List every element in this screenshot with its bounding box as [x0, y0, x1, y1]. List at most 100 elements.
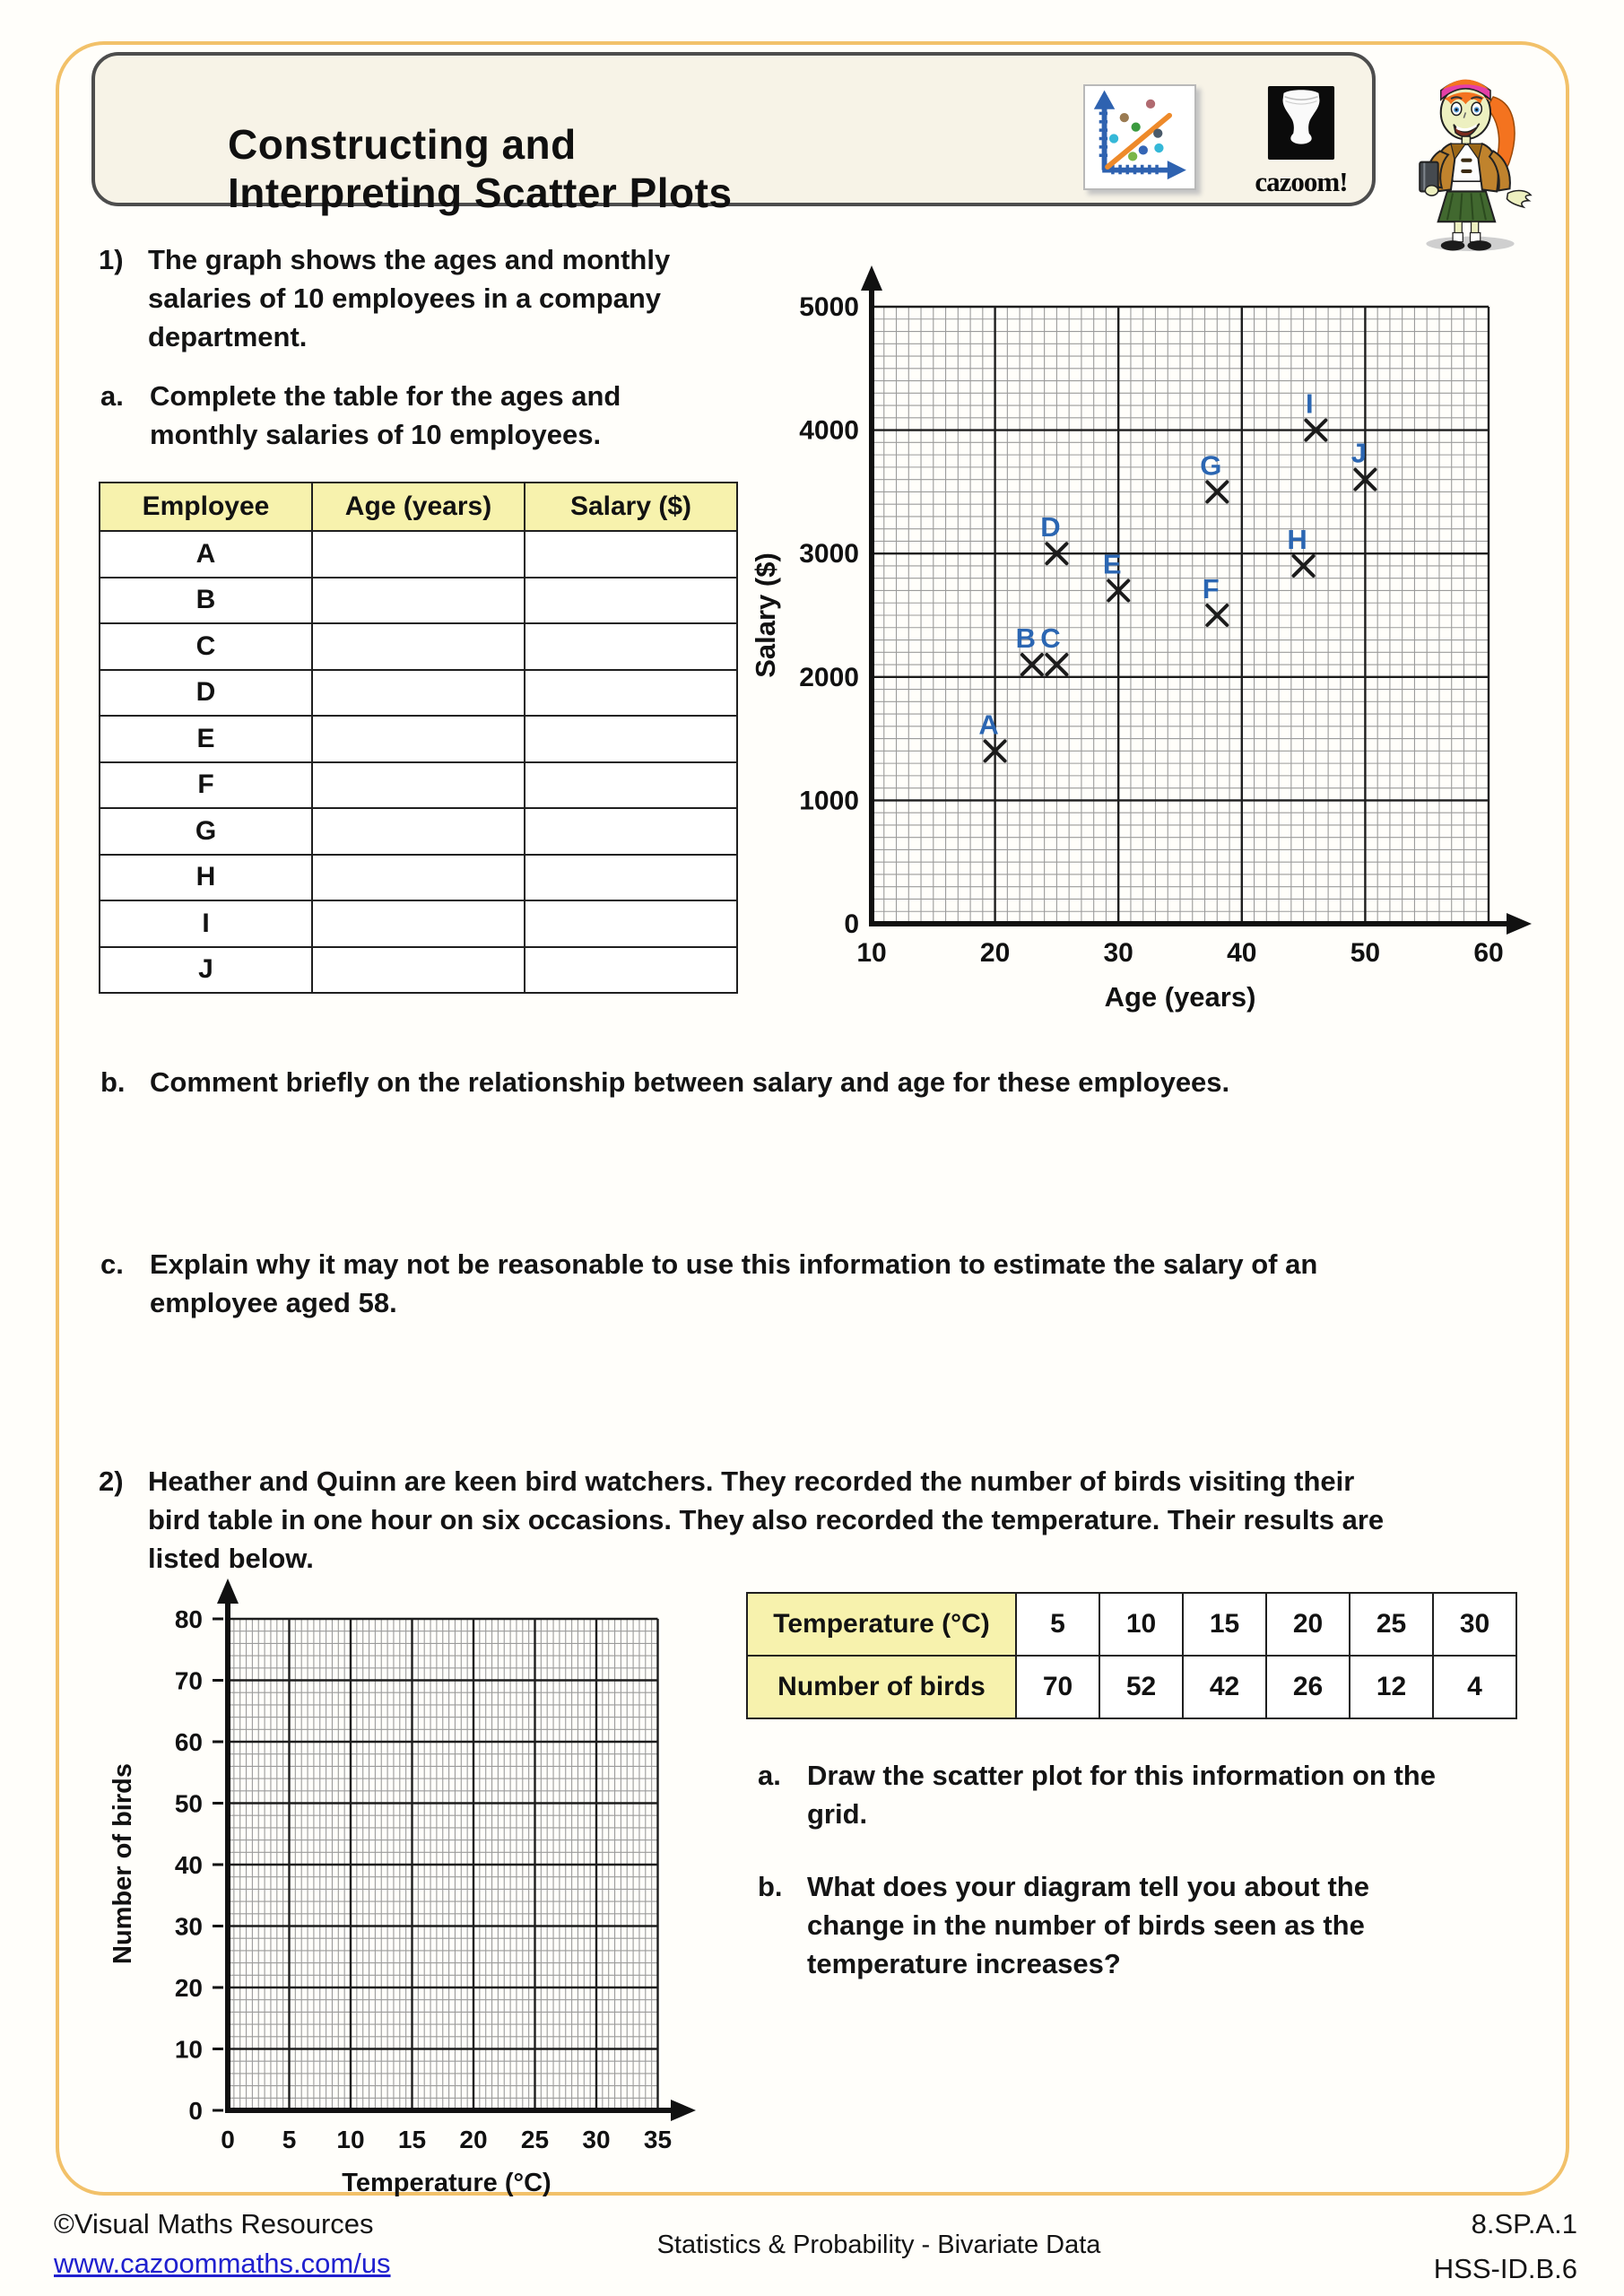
results-value: 20 [1265, 1592, 1350, 1657]
results-row-header: Number of birds [746, 1655, 1017, 1719]
data-point-J: J [1351, 438, 1377, 491]
cazoommaths-link[interactable]: www.cazoommaths.com/us [54, 2248, 391, 2279]
results-table: Temperature (°C) 5 10 15 20 25 30 Number of bir… [746, 1592, 1517, 1719]
employee-label: A [99, 530, 313, 578]
question-1b-label: b. [100, 1066, 126, 1098]
salary-cell-empty [524, 668, 738, 717]
page-border [56, 41, 1569, 2196]
y-tick-label: 20 [175, 1974, 203, 2002]
employee-table-header: Employee [99, 482, 313, 532]
question-2b-text: What does your diagram tell you about th… [807, 1871, 1369, 1902]
data-point-H: H [1287, 524, 1316, 578]
y-tick-label: 3000 [799, 539, 859, 569]
question-2: 2) Heather and Quinn are keen bird watch… [99, 1462, 1384, 1578]
y-tick-label: 5000 [799, 292, 859, 322]
x-tick-label: 0 [221, 2126, 235, 2153]
age-cell-empty [311, 576, 525, 624]
results-value: 10 [1099, 1592, 1184, 1657]
y-axis-title: Number of birds [109, 1763, 137, 1964]
footer-topic: Statistics & Probability - Bivariate Dat… [656, 2231, 1101, 2259]
svg-text:C: C [1040, 622, 1060, 654]
svg-text:G: G [1200, 449, 1221, 481]
results-value: 52 [1099, 1655, 1184, 1719]
y-axis-title: Salary ($) [750, 552, 781, 678]
data-point-C: C [1040, 622, 1069, 677]
x-tick-label: 50 [1350, 938, 1380, 968]
y-tick-label: 50 [175, 1790, 203, 1818]
standard-code-2: HSS-ID.B.6 [1433, 2253, 1577, 2284]
results-value: 15 [1182, 1592, 1267, 1657]
data-point-G: G [1200, 449, 1229, 504]
axes: 0 1000 2000 3000 4000 5000 10 20 30 40 50 60 [799, 265, 1532, 968]
question-1: 1) The graph shows the ages and monthly … [99, 240, 670, 356]
results-row-header: Temperature (°C) [746, 1592, 1017, 1657]
salary-cell-empty [524, 807, 738, 856]
cazoom-logo-text: cazoom! [1255, 166, 1348, 197]
svg-text:H: H [1287, 524, 1307, 555]
x-tick-label: 25 [521, 2126, 549, 2153]
x-tick-label: 35 [644, 2126, 672, 2153]
x-tick-label: 5 [282, 2126, 297, 2153]
employee-row-A: A [99, 530, 738, 578]
age-cell-empty [311, 668, 525, 717]
salary-cell-empty [524, 945, 738, 994]
age-cell-empty [311, 761, 525, 809]
svg-text:F: F [1203, 573, 1220, 604]
results-row-0: Temperature (°C) 5 10 15 20 25 30 [746, 1592, 1517, 1657]
results-value: 25 [1349, 1592, 1434, 1657]
y-tick-label: 4000 [799, 416, 859, 446]
svg-text:I: I [1306, 388, 1314, 420]
question-2-number: 2) [99, 1465, 124, 1497]
copyright-text: ©Visual Maths Resources [54, 2208, 374, 2239]
x-tick-label: 20 [980, 938, 1010, 968]
x-tick-label: 30 [582, 2126, 610, 2153]
question-1b-text: Comment briefly on the relationship betw… [150, 1066, 1230, 1098]
employee-row-D: D [99, 668, 738, 717]
x-tick-label: 10 [856, 938, 886, 968]
employee-row-E: E [99, 715, 738, 763]
data-point-E: E [1103, 548, 1131, 603]
age-cell-empty [311, 622, 525, 671]
results-value: 5 [1015, 1592, 1100, 1657]
employee-label: E [99, 715, 313, 763]
question-2a: a. Draw the scatter plot for this inform… [758, 1756, 1436, 1833]
drum-logo-icon [1267, 86, 1335, 160]
svg-text:D: D [1040, 511, 1060, 543]
results-value: 26 [1265, 1655, 1350, 1719]
employee-label: B [99, 576, 313, 624]
age-cell-empty [311, 853, 525, 901]
y-tick-label: 2000 [799, 663, 859, 692]
footer-left: ©Visual Maths Resources www.cazoommaths.… [54, 2208, 391, 2280]
salary-cell-empty [524, 622, 738, 671]
svg-text:J: J [1351, 438, 1367, 469]
scatter-plot-icon [1083, 84, 1196, 190]
y-tick-label: 40 [175, 1851, 203, 1879]
data-point-I: I [1304, 388, 1328, 442]
axes: 0 10 20 30 40 50 60 70 80 0 5 10 15 20 25 30 35 [175, 1578, 696, 2153]
results-row-1: Number of birds 70 52 42 26 12 4 [746, 1655, 1517, 1719]
employee-label: G [99, 807, 313, 856]
question-2b-label: b. [758, 1871, 783, 1902]
x-axis-arrow [1507, 913, 1532, 935]
results-value: 70 [1015, 1655, 1100, 1719]
employee-row-C: C [99, 622, 738, 671]
svg-text:E: E [1103, 548, 1122, 579]
employee-label: J [99, 945, 313, 994]
employee-label: H [99, 853, 313, 901]
question-1-text: The graph shows the ages and monthly [148, 244, 671, 275]
employee-table-header-row: Employee Age (years) Salary ($) [99, 482, 738, 532]
data-point-B: B [1016, 622, 1044, 677]
question-1a-label: a. [100, 380, 124, 412]
employee-label: C [99, 622, 313, 671]
page-title-line1: Constructing and [228, 121, 577, 168]
y-axis-arrow [217, 1578, 239, 1604]
employee-row-B: B [99, 576, 738, 624]
cazoom-logo: cazoom! [1234, 86, 1368, 197]
data-point-F: F [1203, 573, 1229, 627]
employee-table-header: Age (years) [311, 482, 525, 532]
salary-cell-empty [524, 715, 738, 763]
svg-text:B: B [1016, 622, 1036, 654]
x-axis-title: Age (years) [1105, 981, 1256, 1013]
